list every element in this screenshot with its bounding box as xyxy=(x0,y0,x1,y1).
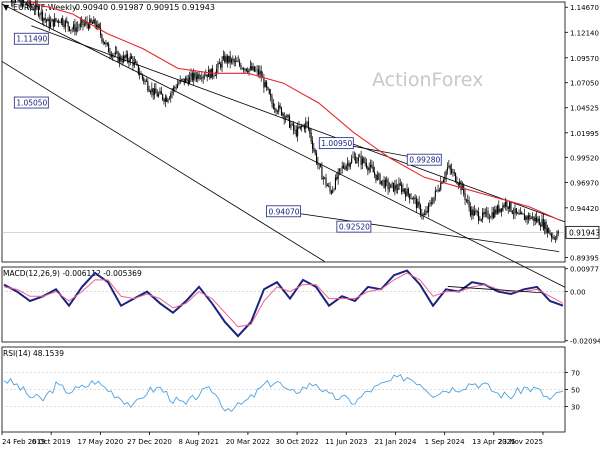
x-axis-label: 17 May 2020 xyxy=(78,438,124,446)
annotation-box xyxy=(336,220,372,233)
x-axis-label: 21 Jan 2024 xyxy=(374,438,417,446)
price-axis-label: 1.12140 xyxy=(570,29,599,37)
price-axis-label: 0.96970 xyxy=(570,180,599,188)
annotation-box xyxy=(406,153,442,166)
annotation-label: 0.92520 xyxy=(339,223,370,232)
price-annotation: 0.92520 xyxy=(336,220,372,233)
current-price-box xyxy=(565,225,600,239)
macd-axis-label: 0.00977 xyxy=(570,266,599,274)
price-axis-label: 1.01995 xyxy=(570,130,599,138)
trend-line xyxy=(1,3,566,288)
price-annotation: 1.05050 xyxy=(13,96,49,109)
panel-frame xyxy=(1,266,566,343)
x-axis-label: 6 Oct 2019 xyxy=(32,438,71,446)
price-axis-label: 1.09570 xyxy=(570,55,599,63)
x-axis-label: 23 Nov 2025 xyxy=(498,438,543,446)
x-axis-label: 1 Sep 2024 xyxy=(425,438,465,446)
x-axis-label: 24 Feb 2019 xyxy=(2,438,46,446)
x-axis-label: 27 Dec 2020 xyxy=(127,438,172,446)
chart-header-arrow[interactable]: ▼ xyxy=(3,3,10,12)
moving-average-line xyxy=(26,0,560,221)
x-axis-label: 20 Mar 2022 xyxy=(226,438,270,446)
current-price-tag: 0.91943 xyxy=(565,225,600,239)
macd-main-line xyxy=(3,269,564,338)
rsi-label: RSI(14) 48.1539 xyxy=(3,349,64,358)
watermark: ActionForex xyxy=(372,69,483,91)
annotation-label: 1.05050 xyxy=(16,99,47,108)
x-axis-label: 13 Apr 2025 xyxy=(472,438,515,446)
x-axis-label: 11 Jun 2023 xyxy=(325,438,367,446)
rsi-axis-label: 50 xyxy=(571,387,580,395)
price-axis-label: 1.07050 xyxy=(570,80,599,88)
price-axis-label: 1.04525 xyxy=(570,105,599,113)
trend-line xyxy=(1,61,325,262)
price-annotation: 1.11490 xyxy=(13,32,49,45)
macd-trend-line xyxy=(447,286,542,294)
price-axis-label: 0.99520 xyxy=(570,154,599,162)
annotation-label: 0.99280 xyxy=(409,156,440,165)
annotation-label: 1.00950 xyxy=(321,139,352,148)
price-axis-label: 1.14670 xyxy=(570,4,599,12)
trend-line xyxy=(283,210,560,252)
chart-ohlc: 0.90940 0.91987 0.90915 0.91943 xyxy=(75,3,215,12)
annotation-label: 0.94070 xyxy=(269,207,300,216)
annotation-box xyxy=(13,96,49,109)
panel-frame xyxy=(1,1,566,263)
rsi-axis-label: 30 xyxy=(571,404,580,412)
chart-symbol: EURCHF,Weekly xyxy=(13,3,77,12)
annotation-box xyxy=(13,32,49,45)
price-axis-label: 0.89395 xyxy=(570,255,599,263)
price-annotation: 0.99280 xyxy=(406,153,442,166)
annotation-box xyxy=(266,205,301,218)
price-annotation: 1.00950 xyxy=(318,137,354,150)
annotation-box xyxy=(318,137,354,150)
price-axis-label: 0.94420 xyxy=(570,205,599,213)
rsi-line xyxy=(3,373,564,413)
current-price-label: 0.91943 xyxy=(569,228,600,237)
price-annotation: 0.94070 xyxy=(266,205,301,218)
x-axis-label: 30 Oct 2022 xyxy=(275,438,318,446)
x-axis-label: 8 Aug 2021 xyxy=(179,438,219,446)
macd-axis-label: -0.020949 xyxy=(570,338,600,346)
annotation-label: 1.11490 xyxy=(16,35,47,44)
macd-axis-label: 0.00 xyxy=(570,289,586,297)
rsi-axis-label: 70 xyxy=(571,370,580,378)
macd-label: MACD(12,26,9) -0.006112 -0.005369 xyxy=(3,269,142,278)
